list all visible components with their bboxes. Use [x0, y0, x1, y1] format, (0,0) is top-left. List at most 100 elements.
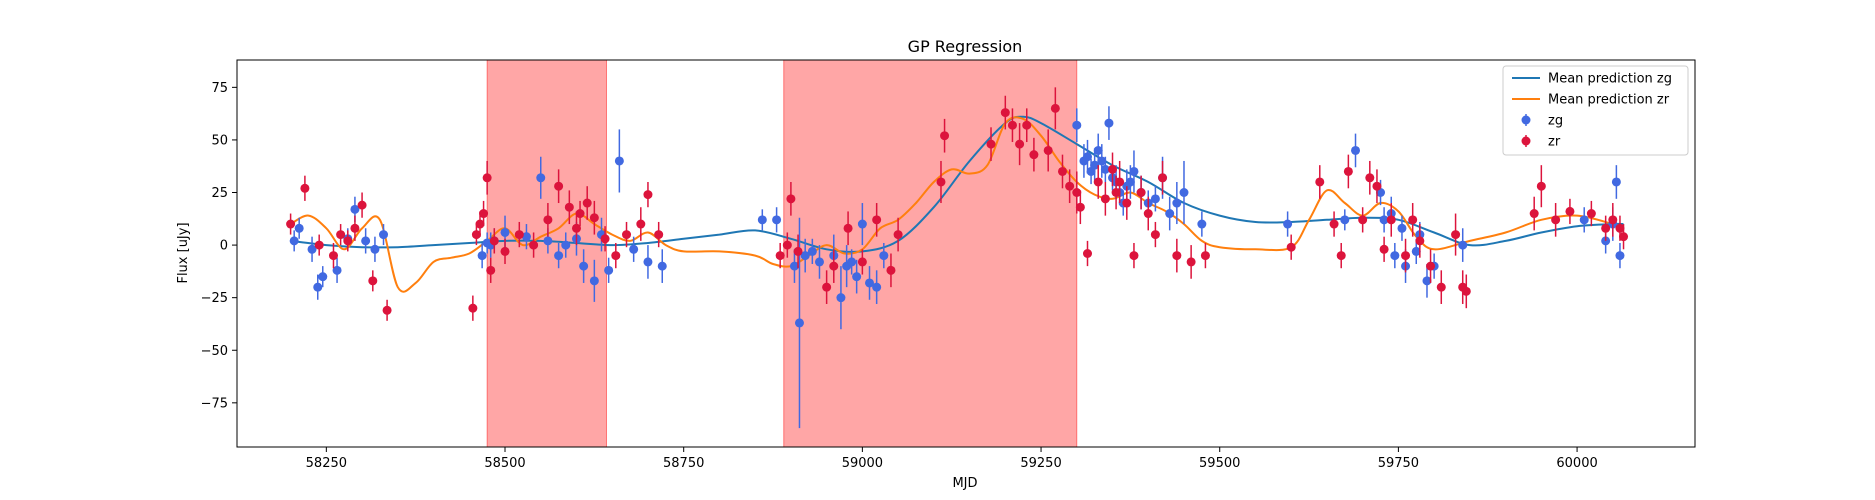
zr-point — [571, 211, 581, 246]
zr-point-marker — [1100, 194, 1110, 204]
zr-point — [471, 224, 481, 246]
zg-point-marker — [847, 257, 857, 267]
legend-item-zr: zr — [1521, 135, 1561, 150]
zg-point — [629, 236, 639, 262]
zr-point-marker — [1050, 103, 1060, 113]
zg-point — [1611, 165, 1621, 199]
zr-point — [529, 232, 539, 258]
zg-point — [800, 238, 810, 273]
zr-point-marker — [1426, 261, 1436, 271]
zg-point-marker — [313, 282, 323, 292]
zr-point-marker — [475, 219, 485, 229]
zg-point-marker — [1422, 276, 1432, 286]
zg-point-marker — [579, 261, 589, 271]
zg-point — [289, 230, 299, 252]
zr-point — [1601, 215, 1611, 241]
zr-point — [1461, 274, 1471, 309]
zr-point-marker — [986, 139, 996, 149]
zg-point — [477, 242, 487, 269]
zr-point — [1143, 196, 1153, 231]
zr-point-marker — [1608, 215, 1618, 225]
zg-point-marker — [872, 282, 882, 292]
zr-point — [489, 228, 499, 254]
zg-point — [1100, 156, 1110, 182]
zr-point-marker — [643, 190, 653, 200]
zg-point-marker — [318, 272, 328, 282]
zg-point-marker — [379, 230, 389, 240]
legend-item-zg-mean: Mean prediction zg — [1512, 72, 1672, 87]
zg-point-marker — [1283, 219, 1293, 229]
zg-point — [589, 259, 599, 302]
zr-point — [286, 213, 296, 235]
zr-point-marker — [1401, 251, 1411, 261]
zr-point — [857, 249, 867, 275]
zr-point — [486, 257, 496, 283]
zg-point-marker — [789, 261, 799, 271]
zr-point — [1083, 240, 1092, 267]
zg-point — [1283, 211, 1293, 237]
zg-point-marker — [807, 246, 817, 256]
zg-point — [361, 228, 371, 254]
y-tick-label: 25 — [211, 186, 228, 201]
zr-point-marker — [382, 305, 392, 315]
y-axis: −75 −50 −25 0 25 50 75 — [201, 81, 237, 411]
zg-point — [332, 257, 342, 283]
zr-point — [636, 207, 646, 241]
zr-point-marker — [589, 213, 599, 223]
zg-point-marker — [657, 261, 667, 271]
legend-label: Mean prediction zg — [1548, 72, 1672, 87]
zr-point-marker — [368, 276, 378, 286]
x-tick-label: 58250 — [306, 456, 347, 471]
zr-point-marker — [611, 251, 621, 261]
zr-point — [622, 221, 632, 248]
zr-point-marker — [529, 240, 539, 250]
zr-point-marker — [1372, 181, 1382, 191]
zr-point-marker — [1083, 249, 1092, 258]
zr-point-marker — [829, 261, 839, 271]
zg-point — [865, 266, 875, 300]
zg-point-marker — [589, 276, 599, 286]
zr-point — [986, 127, 996, 161]
zr-point-marker — [1000, 108, 1010, 118]
zr-point-marker — [343, 236, 353, 246]
zr-point — [600, 226, 610, 252]
zg-point-marker — [477, 251, 487, 261]
zg-point-marker — [1104, 118, 1114, 128]
zr-point-marker — [636, 219, 646, 229]
zr-point-marker — [1529, 209, 1539, 219]
zg-point — [1379, 207, 1389, 233]
x-axis-label: MJD — [952, 476, 977, 491]
zr-point — [775, 242, 785, 269]
zr-point-marker — [822, 282, 832, 292]
zr-point — [350, 215, 360, 241]
x-tick-label: 60000 — [1556, 456, 1597, 471]
zg-point — [772, 207, 782, 233]
zr-point — [1115, 160, 1125, 204]
zr-point-marker — [654, 230, 664, 240]
zg-point — [1129, 150, 1139, 193]
zg-point — [1615, 242, 1625, 269]
zr-point-marker — [1365, 173, 1375, 183]
zg-point — [561, 232, 571, 258]
zr-point-marker — [471, 230, 481, 240]
zr-point-marker — [1461, 286, 1471, 296]
zr-point-marker — [886, 265, 896, 275]
zg-point-marker — [1197, 219, 1207, 229]
zr-point — [822, 270, 832, 304]
zr-point-marker — [1136, 188, 1146, 198]
zr-point — [782, 232, 792, 258]
zr-point-marker — [1022, 120, 1032, 130]
y-tick-label: 50 — [211, 133, 228, 148]
zr-point-marker — [1007, 120, 1017, 130]
zg-point — [1422, 264, 1432, 298]
zr-point — [611, 242, 621, 269]
zr-point-marker — [482, 173, 492, 183]
zr-point — [886, 253, 896, 288]
zr-point-marker — [1043, 145, 1053, 155]
zr-point — [1129, 242, 1139, 269]
zr-point-marker — [486, 265, 496, 275]
zr-point — [936, 160, 946, 204]
y-tick-label: 0 — [220, 239, 228, 254]
zr-point — [314, 234, 324, 256]
zg-point-marker — [1083, 152, 1092, 162]
